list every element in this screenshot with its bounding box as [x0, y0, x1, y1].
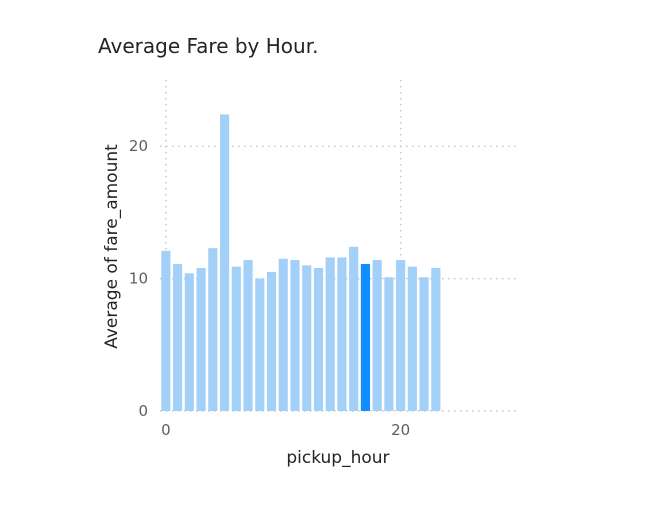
y-tick-label: 10 — [129, 270, 148, 288]
x-tick-label: 0 — [161, 421, 171, 439]
bar-hour-13[interactable] — [313, 268, 324, 411]
bar-hour-1[interactable] — [173, 264, 183, 411]
bar-hour-0[interactable] — [161, 250, 171, 411]
bar-hour-15[interactable] — [337, 257, 347, 411]
bar-hour-3[interactable] — [196, 268, 206, 411]
chart-title: Average Fare by Hour. — [98, 34, 319, 58]
bar-hour-22[interactable] — [419, 277, 429, 411]
bar-hour-14[interactable] — [325, 257, 335, 411]
bar-hour-4[interactable] — [208, 248, 218, 411]
bar-hour-20[interactable] — [396, 260, 406, 411]
bar-hour-18[interactable] — [372, 260, 382, 411]
bar-hour-12[interactable] — [302, 265, 312, 411]
x-tick-label: 20 — [391, 421, 410, 439]
x-axis-title: pickup_hour — [286, 448, 389, 468]
bar-hour-5[interactable] — [219, 114, 230, 411]
y-axis-title: Average of fare_amount — [102, 144, 122, 349]
bar-series — [161, 114, 441, 411]
bar-hour-17[interactable] — [360, 264, 370, 411]
bar-hour-21[interactable] — [407, 266, 417, 411]
bar-hour-6[interactable] — [231, 266, 241, 411]
bar-hour-8[interactable] — [255, 278, 265, 411]
grid-lines — [160, 80, 518, 412]
bar-hour-11[interactable] — [290, 260, 300, 411]
bar-hour-23[interactable] — [431, 268, 441, 411]
bar-hour-7[interactable] — [243, 260, 253, 411]
bar-hour-10[interactable] — [278, 258, 288, 411]
bar-hour-2[interactable] — [184, 273, 194, 411]
bar-hour-19[interactable] — [384, 277, 394, 411]
bar-hour-16[interactable] — [349, 246, 359, 411]
y-tick-label: 20 — [129, 137, 148, 155]
y-tick-label: 0 — [138, 402, 148, 420]
bar-hour-9[interactable] — [266, 271, 277, 411]
